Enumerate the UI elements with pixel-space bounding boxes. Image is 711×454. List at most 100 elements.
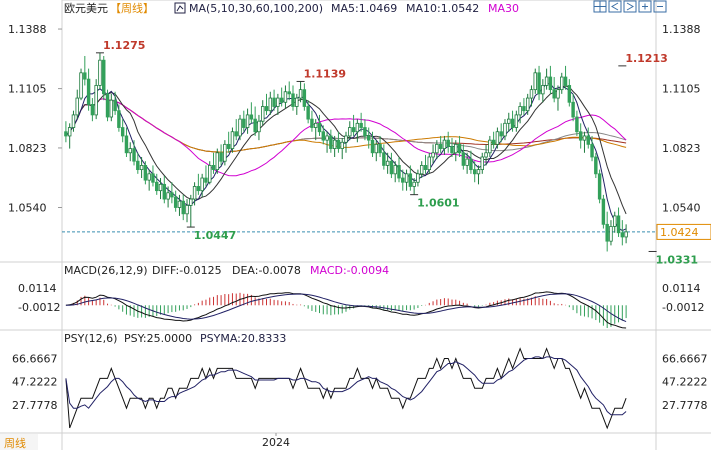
candle-body xyxy=(613,215,617,227)
candle xyxy=(385,152,390,174)
candle-body xyxy=(491,139,496,145)
candle-body xyxy=(189,198,193,206)
candle xyxy=(435,140,439,160)
candle xyxy=(208,161,212,185)
candle xyxy=(67,123,72,149)
candle xyxy=(124,127,129,157)
candle xyxy=(75,89,79,120)
candle-body xyxy=(438,143,443,149)
candle xyxy=(185,199,189,223)
arrow-right-icon[interactable] xyxy=(623,0,637,13)
price-tick-right-3: 1.0540 xyxy=(662,201,701,214)
candle-body xyxy=(336,139,341,149)
macd-diff: DIFF:-0.0125 xyxy=(152,264,222,277)
candle xyxy=(238,114,242,141)
macd-value: MACD:-0.0094 xyxy=(310,264,389,277)
candle xyxy=(613,211,617,233)
candle xyxy=(340,138,344,160)
candle-body xyxy=(495,131,500,145)
grid-icon[interactable] xyxy=(593,0,607,13)
candle-body xyxy=(446,139,450,147)
candle-body xyxy=(272,97,276,107)
candle-body xyxy=(393,165,397,175)
candle-body xyxy=(136,160,140,171)
candle-body xyxy=(616,215,621,234)
candle xyxy=(582,131,587,153)
candle-body xyxy=(601,198,606,225)
candle-body xyxy=(351,127,356,133)
price-tick-left-0: 1.1388 xyxy=(8,23,47,36)
candle-body xyxy=(374,143,379,154)
candle xyxy=(181,194,185,221)
candle-body xyxy=(325,135,329,141)
candle-body xyxy=(249,114,254,120)
candle-body xyxy=(329,135,333,149)
ma-config-label: MA(5,10,30,60,100,200) xyxy=(189,2,323,15)
ma5-line xyxy=(65,83,627,232)
candle-body xyxy=(450,146,454,154)
candle xyxy=(295,93,299,115)
candle-body xyxy=(211,165,216,171)
period-button-bg xyxy=(0,434,38,450)
candle xyxy=(416,169,420,187)
candle xyxy=(374,140,379,162)
candle xyxy=(427,152,432,174)
candle xyxy=(260,100,265,126)
candle xyxy=(544,68,549,90)
candle-type-icon[interactable] xyxy=(174,2,186,14)
candle-body xyxy=(264,106,269,112)
candle-body xyxy=(457,143,462,154)
candle-body xyxy=(226,143,231,149)
candle xyxy=(616,207,621,237)
candle xyxy=(162,175,167,204)
candle xyxy=(541,79,545,103)
candle-body xyxy=(295,97,299,107)
candle xyxy=(586,127,590,149)
candle xyxy=(136,152,140,174)
candle-body xyxy=(155,181,159,192)
candle xyxy=(624,224,628,244)
candle-body xyxy=(525,97,530,112)
moving-averages xyxy=(65,83,627,232)
psy-tick-right-2: 27.7778 xyxy=(662,399,708,412)
candle xyxy=(597,169,602,204)
arrow-left-icon[interactable] xyxy=(608,0,622,13)
candle-body xyxy=(435,143,439,154)
candle xyxy=(298,81,303,103)
candle xyxy=(454,140,458,162)
candle-body xyxy=(79,72,83,99)
candle-body xyxy=(83,72,87,80)
candle-body xyxy=(431,152,435,158)
candle xyxy=(272,89,276,111)
candle-body xyxy=(605,223,609,242)
candle xyxy=(173,190,178,212)
candle-body xyxy=(404,173,409,183)
candle xyxy=(215,148,220,174)
candle-body xyxy=(427,156,432,171)
candle xyxy=(378,135,382,157)
candle xyxy=(86,68,91,111)
candle xyxy=(575,110,579,136)
zoom-in-icon[interactable] xyxy=(638,0,652,13)
candle-body xyxy=(310,118,314,128)
candle xyxy=(366,127,371,149)
zoom-out-icon[interactable] xyxy=(653,0,667,13)
candle xyxy=(302,83,307,111)
candle xyxy=(211,152,216,174)
current-price-value: 1.0424 xyxy=(660,226,699,239)
candle-body xyxy=(465,158,469,166)
period-button[interactable]: 周线 xyxy=(4,436,26,450)
period-label[interactable]: 【周线】 xyxy=(110,1,154,15)
candle-body xyxy=(185,204,189,215)
symbol-label: 欧元美元 xyxy=(64,2,108,15)
annotation-label-5: 1.0331 xyxy=(656,253,698,266)
candle-body xyxy=(522,106,526,112)
candle-body xyxy=(461,152,466,166)
candle xyxy=(469,150,473,174)
candle-body xyxy=(147,173,151,181)
candle xyxy=(567,79,572,107)
candle xyxy=(397,156,401,183)
candle-body xyxy=(514,114,519,128)
macd-tick-left-0: 0.0114 xyxy=(18,282,57,295)
candle-body xyxy=(177,200,182,208)
